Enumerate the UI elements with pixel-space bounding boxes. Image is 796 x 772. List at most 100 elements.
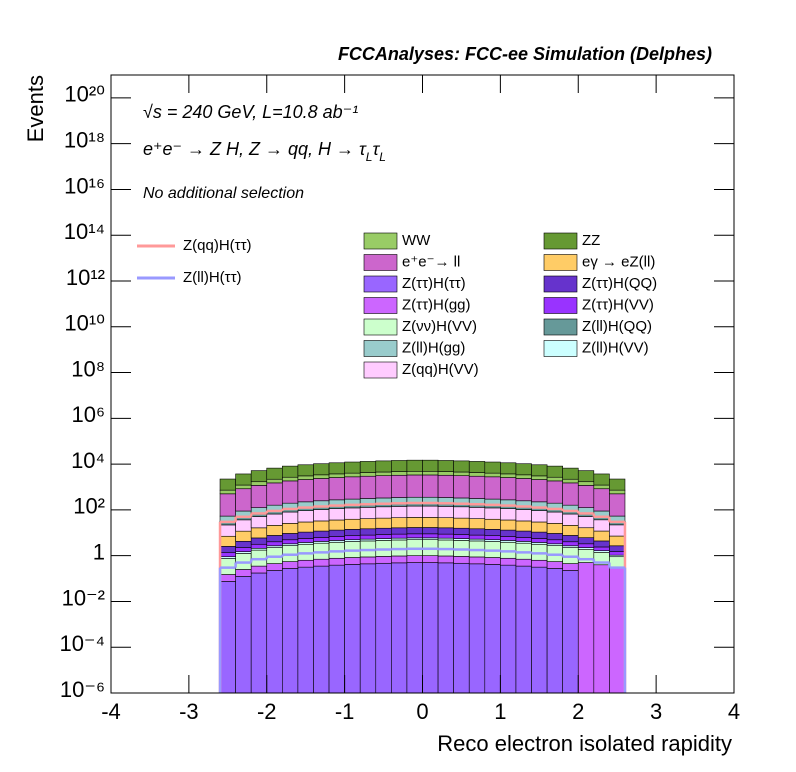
histogram-bar	[531, 521, 548, 533]
histogram-bar	[391, 460, 408, 472]
histogram-bar	[453, 527, 470, 535]
histogram-bar	[609, 545, 626, 552]
legend-swatch	[543, 232, 578, 250]
legend-swatch	[543, 318, 578, 336]
histogram-bar	[500, 529, 517, 537]
legend-label: e⁺e⁻→ ll	[402, 253, 460, 270]
histogram-bar	[391, 506, 408, 518]
histogram-bar	[266, 482, 283, 506]
histogram-bar	[313, 565, 330, 694]
histogram-bar	[359, 518, 377, 530]
histogram-bar	[422, 527, 439, 535]
histogram-bar	[531, 479, 548, 503]
histogram-bar	[359, 461, 377, 473]
histogram-bar	[562, 513, 579, 526]
x-tick-label: 0	[416, 699, 428, 724]
histogram-bar	[500, 477, 517, 501]
legend-label: eγ → eZ(ll)	[582, 253, 655, 270]
histogram-bar	[344, 472, 361, 478]
histogram-bar	[235, 484, 252, 490]
histogram-bar	[375, 556, 392, 564]
histogram-bar	[250, 516, 268, 529]
histogram-bar	[282, 568, 299, 694]
histogram-bar	[562, 541, 579, 547]
y-tick-label: 10⁻²	[62, 585, 105, 610]
histogram-bar	[266, 478, 283, 484]
histogram-bar	[282, 511, 299, 524]
histogram-bar	[250, 485, 268, 508]
histogram-bar	[422, 505, 439, 518]
histogram-bar	[500, 508, 517, 521]
legend-swatch	[543, 275, 578, 293]
histogram-bar	[250, 565, 268, 574]
histogram-bar	[406, 555, 423, 563]
histogram-bar	[219, 574, 236, 582]
histogram-bar	[515, 463, 532, 476]
y-tick-label: 10²⁰	[64, 82, 105, 107]
histogram-bar	[609, 551, 626, 556]
legend-swatch	[363, 318, 398, 336]
histogram-bar	[562, 467, 579, 480]
y-axis-label: Events	[23, 75, 48, 142]
histogram-bar	[328, 564, 345, 694]
histogram-bar	[484, 557, 501, 565]
histogram-bar	[282, 465, 299, 478]
histogram-bar	[375, 534, 392, 539]
legend-label: Z(ττ)H(gg)	[402, 296, 471, 313]
histogram-bar	[453, 517, 470, 529]
histogram-bar	[577, 470, 595, 483]
legend-label: Z(qq)H(ττ)	[183, 237, 252, 254]
histogram-bar	[546, 568, 563, 694]
histogram-bar	[344, 557, 361, 565]
histogram-bar	[562, 563, 579, 571]
histogram-bar	[593, 488, 610, 512]
histogram-bar	[437, 474, 454, 498]
histogram-bar	[453, 460, 470, 473]
histogram-bar	[546, 476, 563, 482]
histogram-bar	[328, 519, 345, 531]
histogram-bar	[500, 557, 517, 566]
histogram-bar	[328, 529, 345, 537]
histogram-bar	[297, 479, 314, 503]
histogram-bar	[250, 481, 268, 486]
histogram-bar	[562, 482, 579, 506]
histogram-bar	[453, 556, 470, 564]
histogram-bar	[328, 557, 345, 566]
histogram-bar	[313, 478, 330, 502]
y-tick-label: 10¹⁶	[64, 173, 105, 198]
y-tick-label: 10⁴	[71, 448, 105, 473]
histogram-bar	[375, 475, 392, 499]
histogram-bar	[531, 559, 548, 568]
histogram-bar	[359, 475, 377, 499]
histogram-bar	[593, 540, 610, 548]
histogram-bar	[375, 517, 392, 529]
y-tick-label: 1	[93, 539, 105, 564]
histogram-bar	[515, 530, 532, 538]
histogram-bar	[219, 478, 236, 491]
histogram-bar	[266, 535, 283, 543]
histogram-bar	[406, 527, 423, 535]
x-tick-label: 4	[728, 699, 740, 724]
histogram-bar	[313, 558, 330, 567]
histogram-bar	[437, 460, 454, 472]
legend-swatch	[363, 340, 398, 357]
histogram-bar	[282, 539, 299, 545]
histogram-bar	[250, 470, 268, 483]
legend-label: Z(ττ)H(QQ)	[582, 275, 657, 292]
histogram-bar	[422, 533, 439, 539]
histogram-bar	[250, 543, 268, 549]
histogram-bar	[344, 535, 361, 541]
legend-label: Z(ll)H(QQ)	[582, 318, 652, 335]
histogram-bar	[375, 527, 392, 535]
histogram-bar	[453, 562, 470, 694]
histogram-bar	[515, 537, 532, 542]
histogram-bar	[515, 558, 532, 567]
histogram-bar	[391, 555, 408, 564]
histogram-bar	[266, 525, 283, 536]
histogram-bar	[562, 570, 579, 694]
histogram-bar	[484, 529, 501, 536]
legend-label: Z(ττ)H(ττ)	[402, 275, 466, 292]
histogram-bar	[359, 472, 377, 477]
histogram-bar	[515, 509, 532, 522]
histogram-bar	[484, 518, 501, 530]
